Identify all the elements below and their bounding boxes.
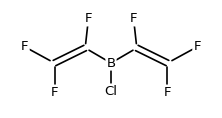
Text: F: F <box>51 86 58 99</box>
Text: F: F <box>21 40 29 53</box>
Text: B: B <box>106 57 116 70</box>
Text: F: F <box>130 12 137 25</box>
Text: Cl: Cl <box>105 84 117 97</box>
Text: F: F <box>85 12 92 25</box>
Text: F: F <box>164 86 171 99</box>
Text: F: F <box>193 40 201 53</box>
